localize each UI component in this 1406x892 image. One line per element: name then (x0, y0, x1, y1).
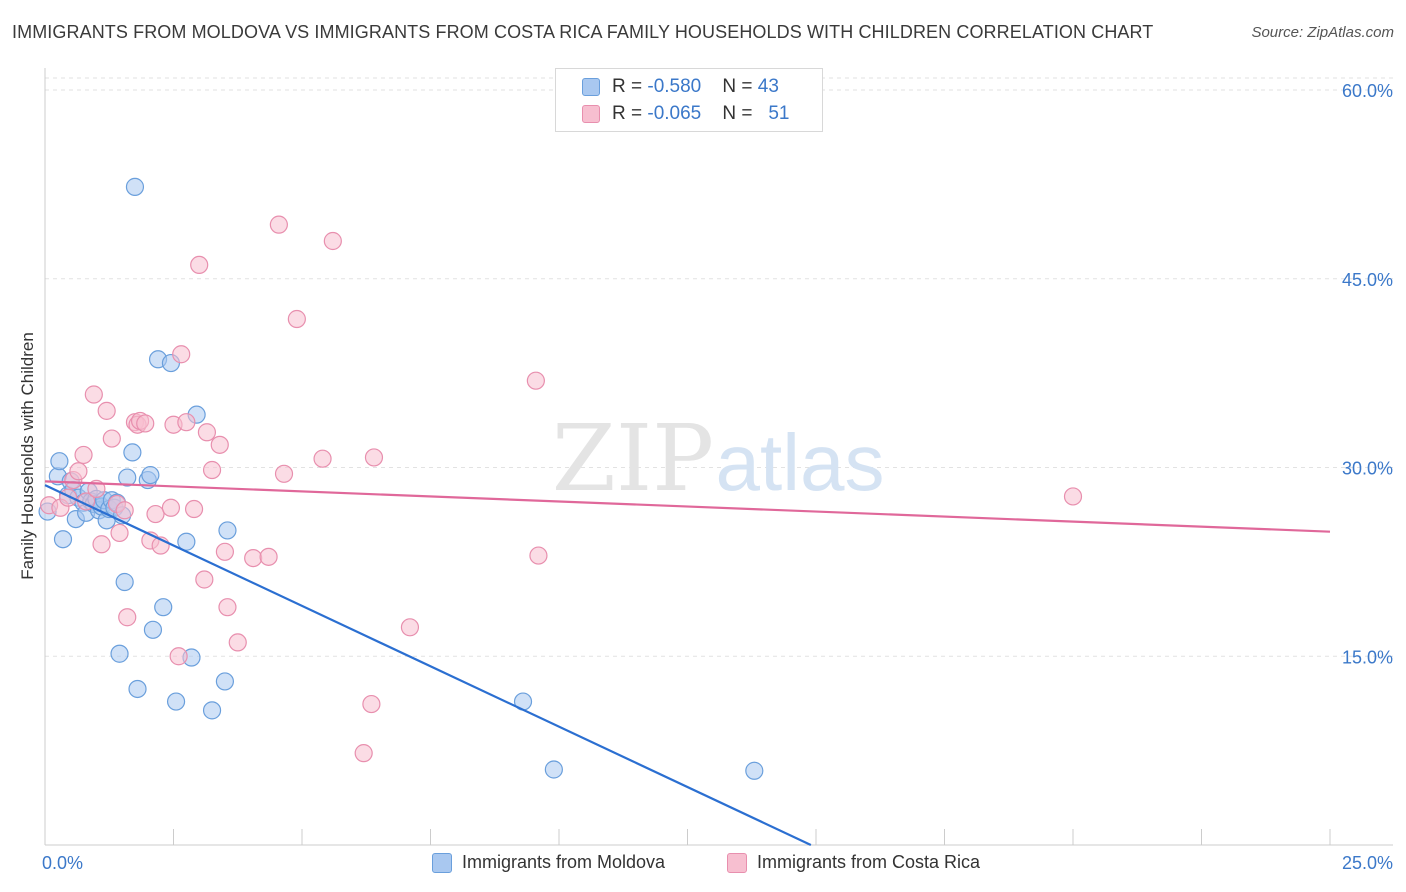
point-costa-rica (218, 598, 237, 617)
point-costa-rica (274, 464, 294, 483)
point-moldova (215, 672, 234, 691)
point-costa-rica (269, 215, 288, 234)
point-costa-rica (313, 449, 332, 468)
point-costa-rica (197, 423, 217, 442)
point-costa-rica (92, 535, 111, 554)
legend-r-label: R = (612, 103, 648, 124)
point-moldova (177, 532, 196, 551)
point-costa-rica (210, 435, 229, 454)
legend-n-value: 43 (757, 76, 779, 97)
legend-r-label: R = (612, 76, 648, 97)
x-tick-label: 25.0% (1342, 853, 1393, 873)
point-costa-rica (84, 385, 103, 404)
point-moldova (125, 177, 145, 196)
source-label: Source: ZipAtlas.com (1251, 24, 1394, 41)
watermark-zip: ZIP (552, 405, 714, 512)
point-costa-rica (110, 523, 129, 543)
grid-lines (45, 77, 1393, 657)
y-tick-label: 30.0% (1342, 459, 1393, 479)
series-name-moldova: Immigrants from Moldova (462, 852, 666, 872)
point-costa-rica (102, 429, 121, 448)
trend-line-moldova (44, 484, 812, 846)
point-costa-rica (228, 633, 247, 652)
legend-r-value: -0.580 (647, 76, 702, 97)
point-moldova (53, 530, 73, 549)
point-costa-rica (136, 414, 155, 433)
point-costa-rica (364, 448, 384, 467)
point-moldova (128, 679, 147, 699)
point-costa-rica (323, 231, 342, 251)
watermark: ZIP atlas (552, 405, 885, 512)
point-costa-rica (195, 570, 214, 589)
point-costa-rica (161, 498, 181, 517)
legend-swatch-costa-rica (582, 105, 600, 123)
series-legend-moldova: Immigrants from Moldova (432, 852, 665, 873)
point-costa-rica (354, 744, 373, 763)
trend-lines (44, 480, 1331, 846)
point-costa-rica (115, 501, 134, 520)
point-moldova (218, 521, 237, 540)
series-swatch-costa-rica (727, 852, 747, 873)
point-moldova (166, 692, 186, 711)
point-costa-rica (215, 542, 234, 561)
point-moldova (110, 644, 129, 663)
point-costa-rica (146, 504, 165, 524)
point-costa-rica (287, 309, 306, 329)
point-moldova (544, 760, 563, 779)
legend-n-label: N = (722, 76, 758, 97)
series-legend-costa-rica: Immigrants from Costa Rica (727, 852, 980, 873)
point-moldova (202, 701, 222, 720)
point-costa-rica (526, 371, 545, 390)
point-costa-rica (362, 694, 381, 714)
y-tick-label: 45.0% (1342, 270, 1393, 290)
point-moldova (123, 443, 142, 462)
axes (44, 68, 1393, 846)
point-moldova (143, 620, 163, 639)
point-moldova (154, 598, 173, 617)
watermark-atlas: atlas (716, 418, 885, 507)
point-costa-rica (529, 546, 548, 565)
point-costa-rica (259, 547, 278, 566)
legend-n-label: N = (722, 103, 758, 124)
point-costa-rica (177, 413, 196, 432)
x-tick-label: 0.0% (42, 853, 83, 873)
point-costa-rica (244, 548, 263, 568)
y-tick-label: 15.0% (1342, 647, 1393, 667)
tick-labels: 15.0% 30.0% 45.0% 60.0% 0.0% 25.0% (42, 81, 1393, 873)
point-costa-rica (1063, 487, 1083, 506)
point-costa-rica (169, 647, 188, 666)
point-moldova (118, 468, 137, 487)
point-costa-rica (74, 445, 93, 465)
legend-r-value: -0.065 (647, 103, 702, 124)
point-costa-rica (190, 255, 209, 275)
point-moldova (745, 761, 764, 780)
legend-swatch-moldova (582, 78, 600, 96)
correlation-legend: R = -0.580 N = 43 R = -0.065 N = 51 (555, 68, 823, 132)
series-legend: Immigrants from Moldova Immigrants from … (0, 852, 1406, 876)
legend-n-value: 51 (768, 103, 790, 124)
point-costa-rica (172, 345, 191, 364)
y-tick-label: 60.0% (1342, 81, 1393, 101)
trend-line-costa-rica (44, 480, 1331, 533)
series-name-costa-rica: Immigrants from Costa Rica (757, 852, 981, 872)
point-costa-rica (202, 460, 222, 480)
point-costa-rica (69, 462, 88, 481)
point-costa-rica (400, 618, 420, 637)
series-swatch-moldova (432, 852, 452, 873)
chart-title: IMMIGRANTS FROM MOLDOVA VS IMMIGRANTS FR… (12, 22, 1154, 42)
point-costa-rica (184, 499, 204, 519)
point-costa-rica (97, 401, 116, 420)
point-moldova (50, 452, 69, 471)
data-points (38, 177, 1083, 780)
point-moldova (141, 465, 160, 485)
point-costa-rica (87, 479, 106, 498)
point-costa-rica (118, 608, 137, 627)
point-moldova (115, 572, 134, 592)
